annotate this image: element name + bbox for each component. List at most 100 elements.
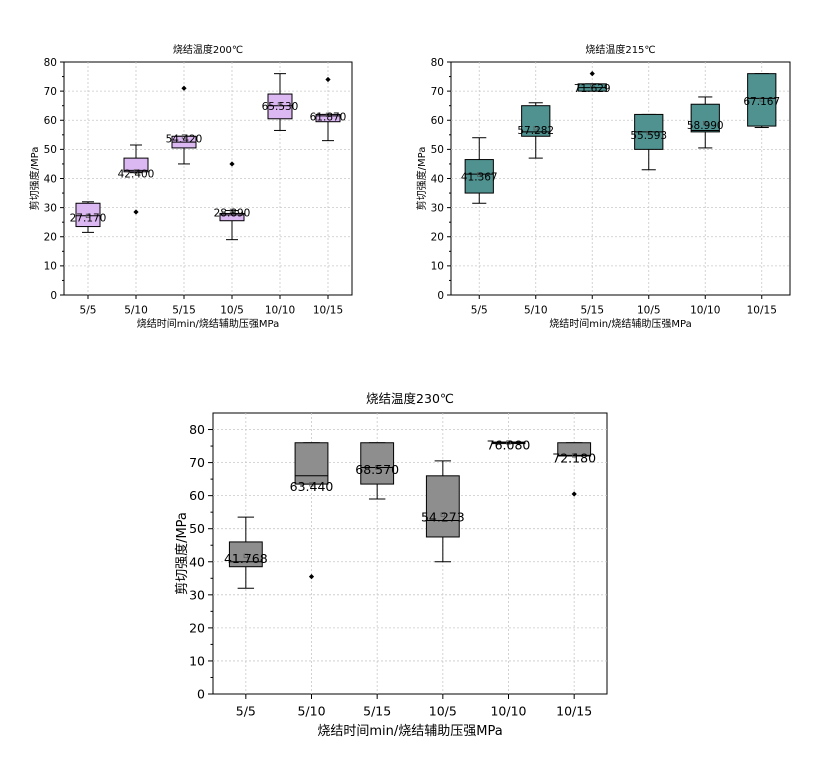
y-tick-label: 10: [431, 261, 444, 273]
chart-panel-3: 0 10 20 30 40 50 60 70 80 5/5 5/10 5/15 10/5 10/10 10/…: [174, 391, 608, 739]
x-tick-label: 10/15: [747, 305, 777, 317]
y-tick-label: 50: [431, 144, 444, 156]
box-group: 58.990: [687, 96, 724, 149]
y-tick-label: 10: [44, 261, 57, 273]
mean-data-label: 55.593: [630, 130, 667, 142]
box-group: 71.629: [574, 71, 611, 95]
mean-data-label: 27.170: [70, 213, 107, 225]
chart-title: 烧结温度215℃: [585, 43, 655, 56]
mean-data-label: 58.990: [687, 120, 724, 132]
y-tick-label: 70: [189, 455, 205, 470]
mean-marker: [181, 134, 187, 139]
box-body: [75, 202, 101, 228]
x-tick-label: 10/5: [637, 305, 661, 317]
mean-marker: [506, 440, 511, 445]
y-tick-label: 0: [197, 687, 205, 702]
y-axis-label: 剪切强度/MPa: [28, 147, 41, 211]
mean-data-label: 54.420: [166, 133, 203, 145]
y-tick-label: 40: [44, 173, 57, 185]
x-tick-label: 10/5: [220, 305, 244, 317]
box-group: 54.420: [166, 85, 203, 165]
mean-marker: [572, 453, 577, 458]
mean-data-label: 63.440: [290, 479, 334, 494]
box-group: 68.570: [355, 442, 399, 500]
outlier-point: [308, 574, 315, 580]
box-body: [425, 475, 460, 538]
mean-data-label: 57.282: [517, 125, 554, 137]
chart-title: 烧结温度200℃: [173, 43, 243, 56]
mean-data-label: 71.629: [574, 83, 611, 95]
mean-marker: [85, 213, 91, 219]
box-group: 63.440: [290, 442, 334, 580]
box-group: 42.400: [118, 144, 154, 215]
chart-panel-1: 0 10 20 30 40 50 60 70 80 5/5 5/10 5/15 10/5 10/10 10/…: [28, 43, 353, 330]
outlier-point: [325, 76, 331, 83]
y-tick-label: 10: [189, 653, 205, 668]
x-tick-label: 5/15: [580, 305, 604, 317]
outlier-point: [133, 209, 139, 215]
box-group: 76.080: [487, 437, 531, 452]
box-group: 57.282: [517, 102, 554, 159]
box-body: [294, 442, 329, 485]
box-group: 55.593: [630, 113, 667, 171]
y-tick-label: 70: [431, 86, 444, 98]
x-tick-label: 5/10: [524, 305, 548, 317]
mean-marker: [703, 121, 708, 126]
x-tick-label: 5/15: [172, 305, 196, 317]
mean-data-label: 41.367: [461, 171, 498, 183]
mean-data-label: 76.080: [487, 437, 531, 452]
mean-marker: [533, 126, 538, 131]
mean-data-label: 65.530: [262, 101, 299, 113]
box-group: 28.890: [214, 161, 251, 241]
mean-marker: [277, 101, 283, 107]
x-tick-label: 5/15: [363, 704, 391, 719]
box-body: [219, 212, 245, 222]
mean-data-label: 41.768: [224, 551, 268, 566]
mean-data-label: 54.273: [421, 509, 465, 524]
mean-marker: [309, 482, 314, 487]
mean-marker: [440, 512, 445, 517]
x-tick-label: 5/10: [297, 704, 325, 719]
y-tick-label: 30: [431, 202, 444, 214]
y-tick-label: 80: [189, 422, 205, 437]
x-tick-label: 10/10: [265, 305, 295, 317]
x-tick-label: 5/5: [471, 305, 488, 317]
x-axis-label: 烧结时间min/烧结辅助压强MPa: [549, 317, 692, 330]
x-axis-label: 烧结时间min/烧结辅助压强MPa: [317, 724, 502, 739]
mean-marker: [646, 130, 651, 136]
y-tick-label: 80: [431, 57, 444, 69]
y-tick-label: 30: [44, 202, 57, 214]
mean-marker: [590, 84, 595, 89]
box-group: 41.768: [224, 516, 268, 589]
mean-marker: [325, 112, 331, 117]
y-axis-label: 剪切强度/MPa: [174, 512, 190, 595]
mean-data-label: 72.180: [552, 450, 596, 465]
y-tick-label: 20: [44, 232, 57, 244]
box-body: [557, 442, 592, 457]
box-group: 67.167: [743, 73, 780, 129]
mean-marker: [477, 172, 482, 177]
y-tick-label: 60: [44, 115, 57, 127]
box-body: [690, 103, 720, 133]
box-body: [315, 113, 341, 123]
outlier-point: [589, 71, 595, 77]
box-group: 72.180: [552, 442, 596, 497]
y-tick-label: 30: [189, 587, 205, 602]
box-group: 61.870: [310, 76, 346, 142]
x-tick-label: 10/5: [429, 704, 457, 719]
y-tick-label: 0: [50, 290, 57, 302]
box-body: [360, 442, 395, 485]
y-tick-label: 70: [44, 86, 57, 98]
x-tick-label: 10/15: [313, 305, 343, 317]
y-tick-label: 50: [189, 521, 205, 536]
y-tick-label: 50: [44, 144, 57, 156]
y-tick-label: 40: [189, 554, 205, 569]
box-group: 65.530: [262, 73, 299, 131]
box-group: 41.367: [461, 137, 498, 204]
mean-marker: [133, 169, 139, 174]
mean-data-label: 28.890: [214, 208, 251, 220]
y-axis-label: 剪切强度/MPa: [415, 147, 428, 211]
y-tick-label: 60: [189, 488, 205, 503]
y-tick-label: 80: [44, 57, 57, 69]
